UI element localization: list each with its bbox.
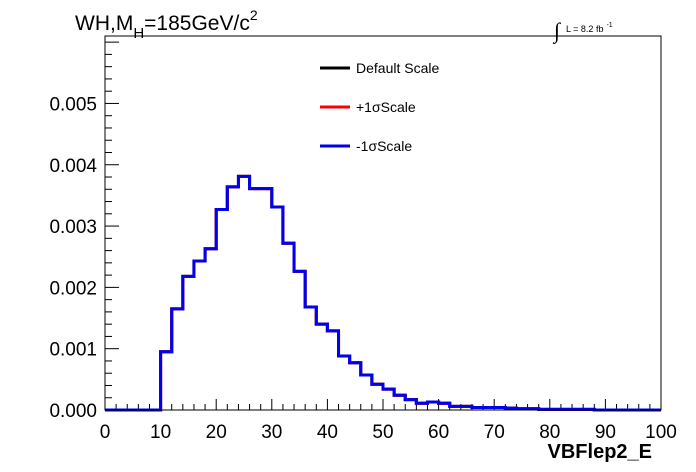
x-tick-label: 90 (595, 422, 616, 443)
y-tick-label: 0.005 (49, 94, 97, 115)
x-tick-label: 70 (484, 422, 505, 443)
series-line-2 (105, 174, 661, 412)
legend-label: +1σScale (356, 99, 416, 115)
y-tick-label: 0.001 (49, 340, 97, 361)
integral-sign: ∫ (552, 18, 562, 44)
plot-frame (104, 35, 662, 411)
x-tick-label: 10 (150, 422, 171, 443)
x-tick-label: 60 (428, 422, 449, 443)
chart-title: WH,MH=185GeV/c2 (75, 7, 258, 42)
legend-label: Default Scale (356, 60, 439, 76)
y-tick-label: 0.002 (49, 278, 97, 299)
x-tick-label: 20 (206, 422, 227, 443)
x-tick-label: 100 (645, 422, 677, 443)
y-tick-label: 0.004 (49, 156, 97, 177)
y-tick-label: 0.000 (49, 401, 97, 422)
tick-labels: 0 10 20 30 40 50 60 70 80 90 100 0.000 0.001 0.002 0.0… (49, 94, 676, 443)
luminosity-text: L = 8.2 fb -1 (566, 22, 613, 34)
series-lines (105, 174, 661, 412)
y-tick-label: 0.003 (49, 217, 97, 238)
luminosity-label: ∫ L = 8.2 fb -1 (552, 18, 613, 44)
x-tick-label: 50 (372, 422, 393, 443)
legend-label: -1σScale (356, 138, 412, 154)
x-tick-label: 40 (317, 422, 338, 443)
legend: Default Scale +1σScale -1σScale (320, 60, 439, 154)
x-axis-label: VBFlep2_E (548, 441, 652, 463)
x-tick-label: 30 (261, 422, 282, 443)
x-tick-label: 0 (100, 422, 111, 443)
x-tick-label: 80 (539, 422, 560, 443)
